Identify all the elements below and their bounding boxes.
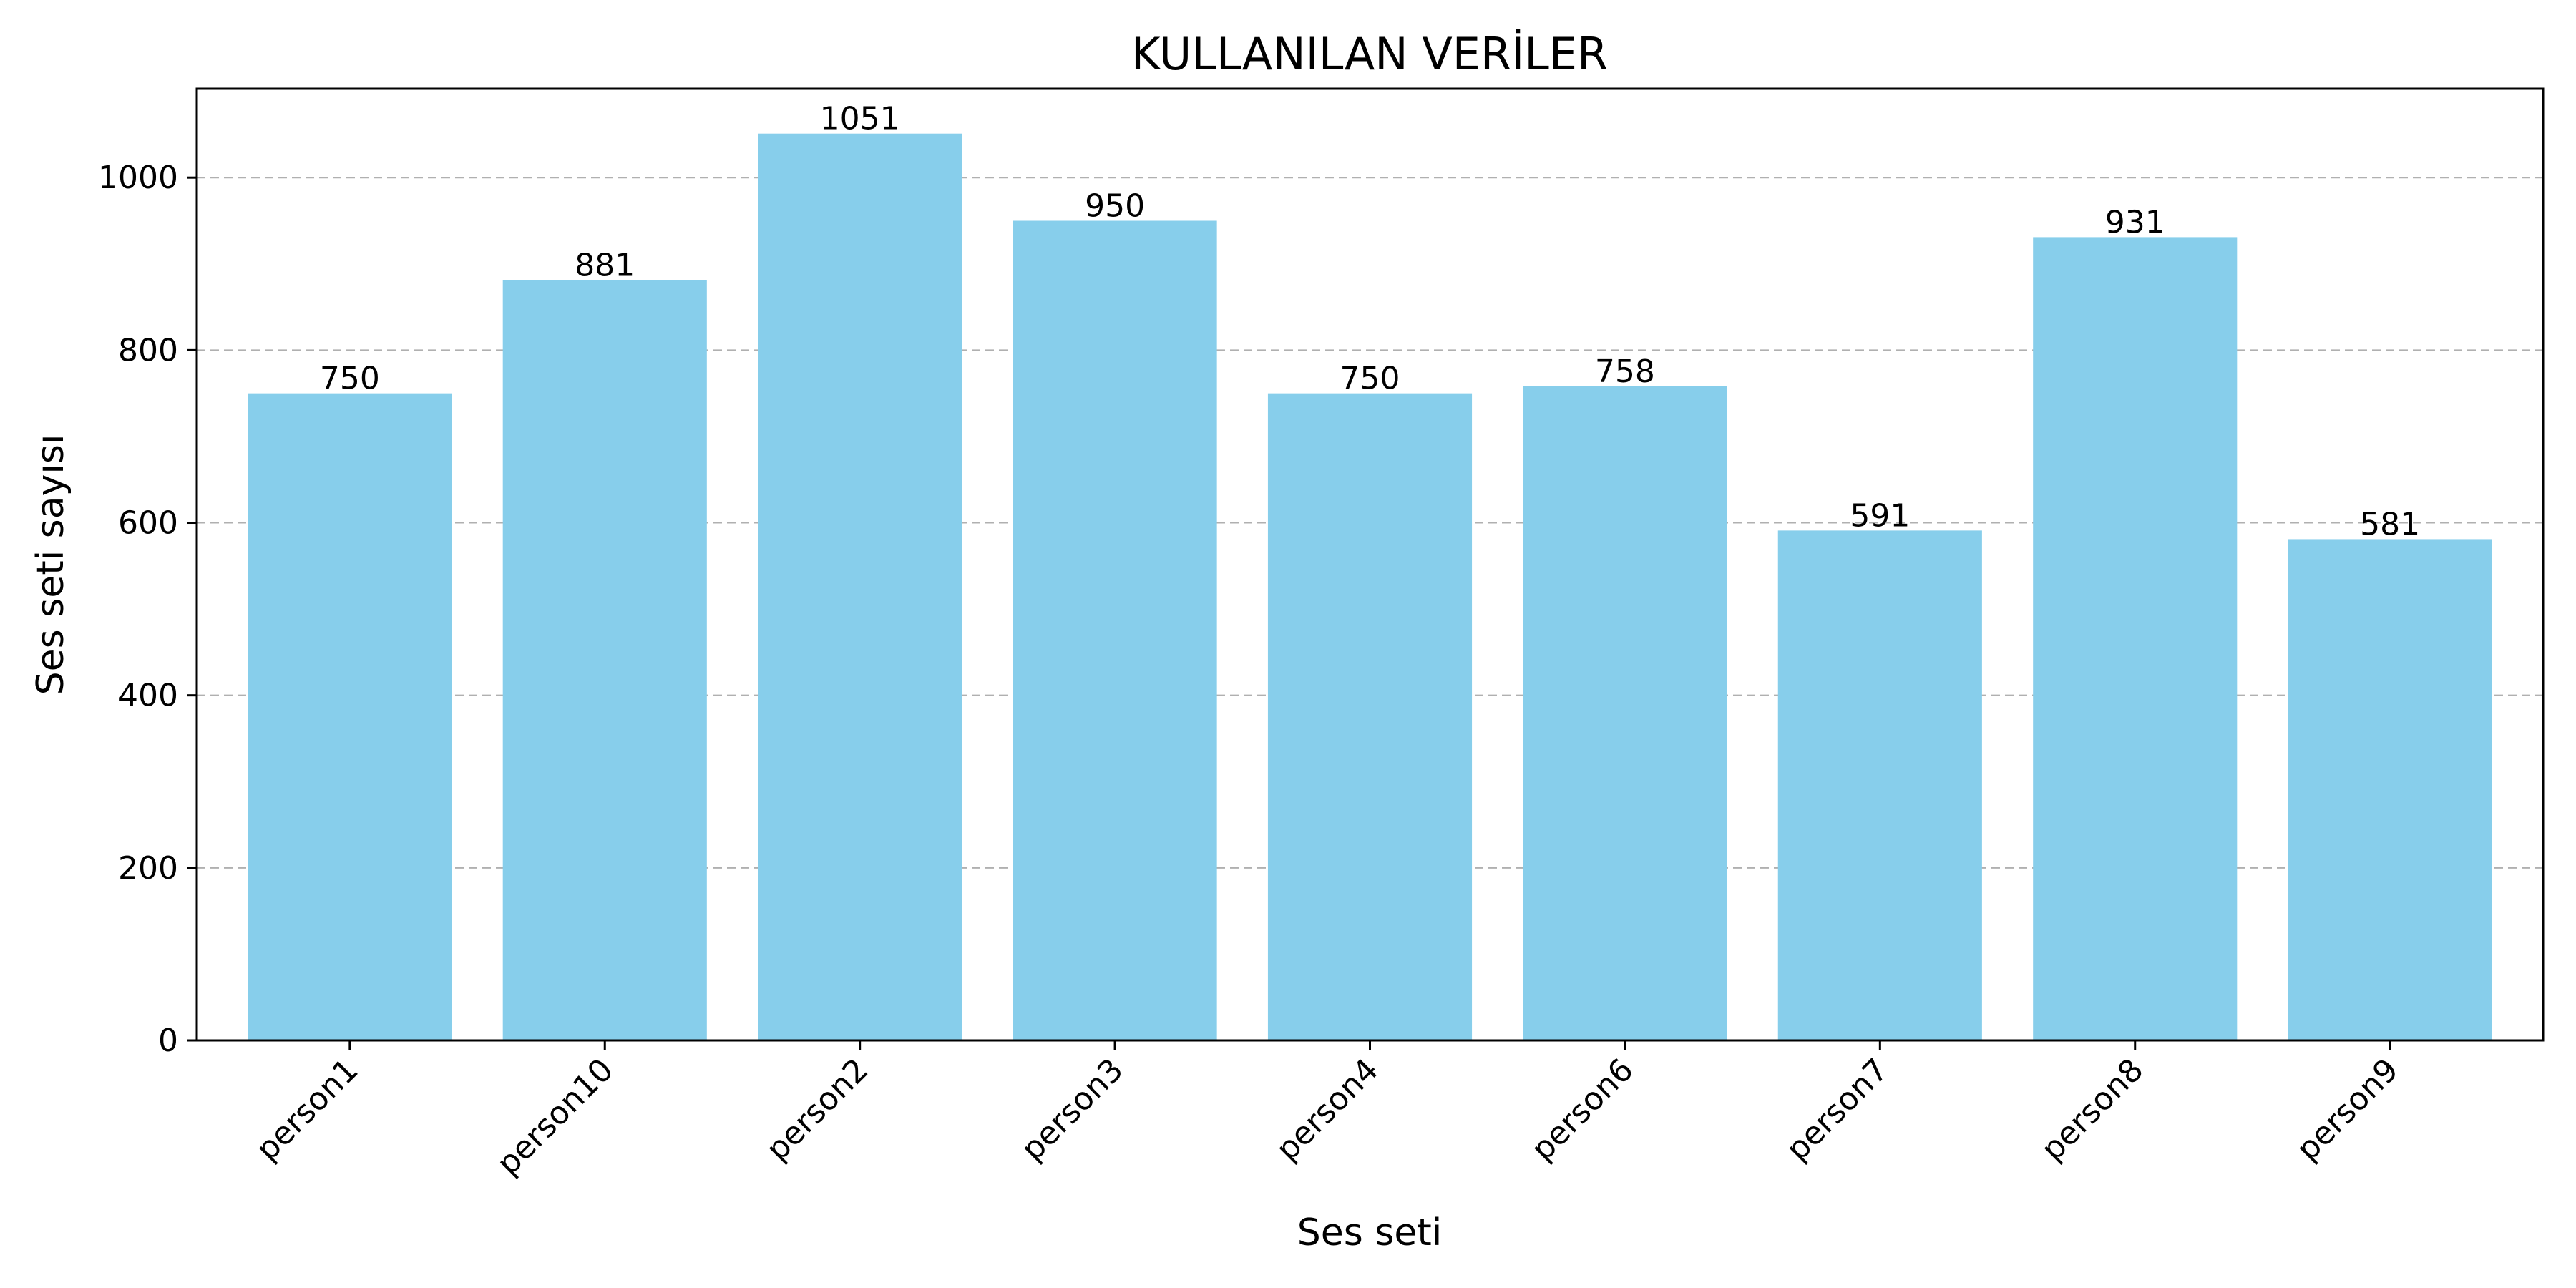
x-tick-label-person2: person2 xyxy=(759,1052,876,1169)
x-tick-label-person4: person4 xyxy=(1269,1052,1386,1169)
y-tick-label-4: 800 xyxy=(118,332,178,369)
bar-value-label-person3: 950 xyxy=(1085,187,1145,224)
x-tick-label-person3: person3 xyxy=(1014,1052,1131,1169)
y-tick-label-5: 1000 xyxy=(98,160,178,196)
y-tick-label-1: 200 xyxy=(118,850,178,887)
bar-person6 xyxy=(1523,386,1727,1040)
bar-value-label-person8: 931 xyxy=(2105,204,2165,240)
y-axis-label: Ses seti sayısı xyxy=(29,434,72,696)
y-tick-label-0: 0 xyxy=(158,1023,178,1059)
x-tick-label-person6: person6 xyxy=(1524,1052,1641,1169)
x-tick-label-person7: person7 xyxy=(1780,1052,1896,1169)
bar-value-label-person2: 1051 xyxy=(820,101,900,137)
bar-person10 xyxy=(502,280,707,1040)
bar-value-label-person10: 881 xyxy=(575,248,635,284)
bar-value-label-person9: 581 xyxy=(2360,506,2420,542)
x-tick-label-person1: person1 xyxy=(249,1052,366,1169)
bar-person3 xyxy=(1013,220,1217,1040)
x-tick-label-person8: person8 xyxy=(2034,1052,2151,1169)
bar-person4 xyxy=(1267,393,1473,1040)
bars xyxy=(248,133,2492,1041)
bar-value-label-person7: 591 xyxy=(1850,497,1910,534)
bar-person2 xyxy=(758,133,962,1041)
y-axis-ticks: 0 200 400 600 800 1000 xyxy=(98,160,197,1059)
bar-value-labels: 750 881 1051 950 750 758 591 931 581 xyxy=(320,101,2420,543)
bar-person1 xyxy=(248,393,452,1040)
bar-person7 xyxy=(1777,530,1982,1040)
bar-person8 xyxy=(2033,237,2238,1041)
x-axis-label: Ses seti xyxy=(1297,1211,1443,1254)
x-tick-label-person10: person10 xyxy=(490,1052,620,1182)
y-tick-label-3: 600 xyxy=(118,505,178,542)
y-tick-label-2: 400 xyxy=(118,678,178,714)
bar-value-label-person1: 750 xyxy=(320,361,380,397)
x-axis-ticks: person1 person10 person2 person3 person4 pers… xyxy=(249,1040,2406,1182)
bar-value-label-person6: 758 xyxy=(1595,353,1655,390)
bar-person9 xyxy=(2288,539,2492,1040)
x-tick-label-person9: person9 xyxy=(2289,1052,2406,1169)
chart-title: KULLANILAN VERİLER xyxy=(1131,28,1608,80)
bar-value-label-person4: 750 xyxy=(1340,361,1400,397)
